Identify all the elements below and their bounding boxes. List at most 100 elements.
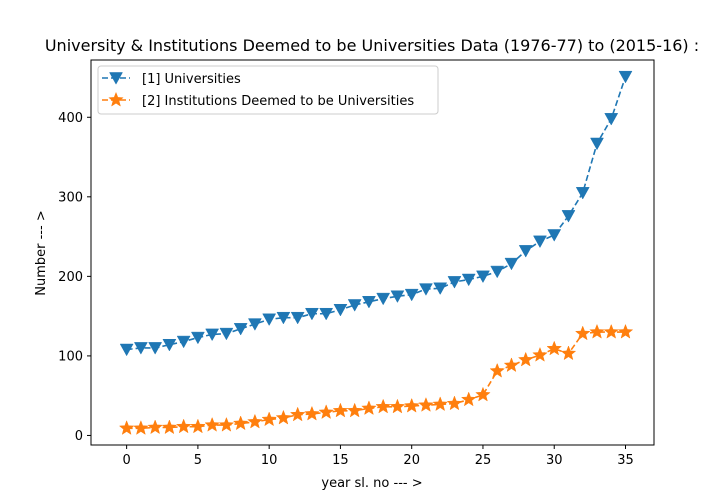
data-point-series-1-x-34 — [603, 323, 620, 339]
data-point-series-0-x-7 — [219, 327, 234, 341]
data-point-series-0-x-5 — [190, 331, 205, 345]
data-point-series-1-x-24 — [460, 391, 477, 407]
data-point-series-0-x-11 — [276, 311, 291, 325]
data-point-series-1-x-28 — [517, 351, 534, 367]
data-point-series-1-x-3 — [161, 419, 178, 435]
data-point-series-1-x-15 — [332, 402, 349, 418]
data-point-series-1-x-0 — [118, 420, 135, 435]
y-tick-label-300: 300 — [58, 190, 83, 205]
data-point-series-1-x-29 — [532, 346, 548, 362]
data-point-series-1-x-18 — [375, 398, 391, 414]
data-point-series-0-x-29 — [533, 235, 547, 249]
data-point-series-1-x-5 — [190, 418, 206, 434]
data-point-series-1-x-14 — [318, 404, 334, 420]
data-point-series-0-x-4 — [176, 335, 191, 349]
y-axis-label: Number --- > — [34, 210, 49, 295]
data-point-series-1-x-33 — [589, 323, 605, 339]
data-point-series-0-x-32 — [575, 187, 590, 200]
data-point-series-1-x-1 — [133, 420, 149, 435]
data-point-series-1-x-20 — [403, 397, 420, 413]
legend-marker-deemed — [108, 91, 124, 107]
data-point-series-0-x-24 — [461, 273, 476, 287]
x-tick-label-35: 35 — [617, 453, 634, 468]
data-point-series-0-x-30 — [547, 229, 562, 242]
data-point-series-0-x-18 — [376, 292, 391, 306]
data-point-series-1-x-10 — [261, 411, 277, 427]
legend-label-deemed: [2] Institutions Deemed to be Universiti… — [142, 94, 414, 109]
data-point-series-1-x-25 — [475, 386, 491, 402]
data-point-series-0-x-28 — [518, 245, 533, 258]
data-point-series-1-x-11 — [275, 409, 292, 425]
data-point-series-1-x-4 — [175, 418, 192, 434]
data-point-series-0-x-6 — [205, 328, 220, 342]
data-point-series-1-x-12 — [289, 406, 306, 422]
data-point-series-1-x-7 — [218, 416, 235, 432]
data-point-series-1-x-23 — [446, 395, 463, 411]
data-point-series-0-x-27 — [504, 257, 519, 271]
data-point-series-1-x-27 — [503, 357, 520, 373]
data-point-series-0-x-33 — [590, 137, 604, 151]
data-point-series-1-x-30 — [546, 340, 563, 356]
data-point-series-0-x-9 — [247, 318, 262, 331]
data-point-series-1-x-35 — [617, 323, 634, 339]
data-point-series-0-x-16 — [347, 299, 362, 312]
x-tick-label-15: 15 — [332, 453, 349, 468]
x-tick-label-30: 30 — [546, 453, 563, 468]
data-point-series-0-x-22 — [433, 282, 448, 295]
data-point-series-0-x-25 — [476, 270, 490, 284]
legend-marker-universities — [109, 72, 123, 85]
data-point-series-0-x-15 — [333, 303, 348, 317]
data-point-series-0-x-21 — [419, 283, 433, 296]
data-point-series-1-x-19 — [389, 398, 406, 414]
plot-frame — [90, 59, 655, 446]
data-point-series-0-x-23 — [447, 276, 462, 289]
y-tick-label-100: 100 — [58, 349, 83, 364]
data-point-series-0-x-10 — [262, 313, 277, 327]
data-point-series-0-x-1 — [133, 342, 148, 355]
legend-label-universities: [1] Universities — [142, 72, 241, 87]
y-tick-label-0: 0 — [75, 429, 83, 444]
data-point-series-1-x-6 — [204, 416, 220, 432]
y-axis: 0 100 200 300 400 — [58, 111, 91, 444]
legend: [1] Universities [2] Institutions Deemed… — [97, 65, 439, 115]
plot-area — [118, 70, 634, 435]
legend-box — [97, 65, 439, 115]
chart-title: University & Institutions Deemed to be U… — [45, 36, 699, 55]
data-point-series-1-x-32 — [574, 325, 591, 341]
x-tick-label-25: 25 — [475, 453, 492, 468]
data-point-series-1-x-17 — [361, 400, 377, 416]
data-point-series-0-x-3 — [162, 338, 177, 352]
data-point-series-0-x-34 — [604, 113, 619, 126]
series-line-0 — [126, 76, 627, 351]
data-point-series-1-x-16 — [346, 402, 363, 418]
data-point-series-1-x-26 — [489, 362, 506, 378]
data-point-series-1-x-9 — [247, 413, 263, 429]
data-point-series-1-x-21 — [418, 397, 434, 412]
data-point-series-0-x-26 — [490, 265, 505, 279]
data-point-series-1-x-31 — [560, 345, 577, 361]
data-point-series-0-x-0 — [119, 343, 134, 357]
x-axis-label: year sl. no --- > — [321, 476, 422, 491]
data-point-series-1-x-2 — [147, 419, 163, 435]
x-tick-label-20: 20 — [403, 453, 420, 468]
data-point-series-0-x-31 — [561, 210, 576, 223]
x-axis: 0 5 10 15 20 25 30 35 — [122, 445, 634, 468]
data-point-series-0-x-14 — [319, 307, 334, 321]
x-tick-label-0: 0 — [122, 453, 130, 468]
x-tick-label-5: 5 — [194, 453, 202, 468]
data-point-series-0-x-19 — [390, 290, 405, 303]
data-point-series-1-x-22 — [432, 396, 449, 412]
data-point-series-0-x-17 — [362, 296, 376, 309]
data-point-series-0-x-35 — [618, 70, 633, 84]
data-point-series-0-x-2 — [148, 342, 163, 355]
data-point-series-0-x-20 — [404, 288, 419, 302]
data-point-series-0-x-13 — [304, 307, 319, 321]
y-tick-label-400: 400 — [58, 111, 83, 126]
y-tick-label-200: 200 — [58, 270, 83, 285]
data-point-series-0-x-12 — [290, 311, 305, 325]
data-point-series-0-x-8 — [233, 323, 248, 336]
data-point-series-1-x-13 — [304, 405, 320, 421]
x-tick-label-10: 10 — [261, 453, 278, 468]
data-point-series-1-x-8 — [232, 415, 249, 431]
